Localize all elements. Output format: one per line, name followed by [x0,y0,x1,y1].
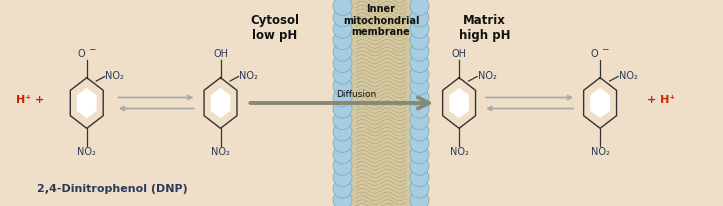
Ellipse shape [333,42,352,61]
Ellipse shape [333,145,352,164]
Ellipse shape [410,133,429,152]
Ellipse shape [410,54,429,73]
Text: NO₂: NO₂ [106,71,124,82]
Ellipse shape [333,111,352,130]
Text: OH: OH [213,49,228,59]
Ellipse shape [333,8,352,27]
Text: + H⁺: + H⁺ [647,95,675,105]
Ellipse shape [410,0,429,15]
Ellipse shape [410,156,429,175]
Text: OH: OH [452,49,466,59]
Text: O: O [77,49,85,59]
Ellipse shape [333,65,352,84]
Text: NO₂: NO₂ [619,71,638,82]
Ellipse shape [410,65,429,84]
Ellipse shape [410,168,429,187]
Polygon shape [210,88,231,118]
Polygon shape [77,88,97,118]
Text: NO₂: NO₂ [239,71,258,82]
Text: NO₂: NO₂ [211,147,230,157]
Ellipse shape [333,122,352,141]
Ellipse shape [410,31,429,50]
Text: NO₂: NO₂ [591,147,609,157]
Text: −: − [87,44,95,54]
Text: Cytosol
low pH: Cytosol low pH [250,14,299,42]
Ellipse shape [410,42,429,61]
Ellipse shape [333,76,352,95]
Text: Inner
mitochondrial
membrane: Inner mitochondrial membrane [343,4,419,37]
Text: NO₂: NO₂ [478,71,497,82]
Ellipse shape [410,88,429,107]
Ellipse shape [333,54,352,73]
Ellipse shape [410,122,429,141]
Ellipse shape [410,8,429,27]
Text: NO₂: NO₂ [450,147,469,157]
Bar [334,0,428,206]
Text: NO₂: NO₂ [77,147,96,157]
Ellipse shape [333,99,352,118]
Ellipse shape [333,19,352,38]
Text: Diffusion: Diffusion [336,90,377,99]
Ellipse shape [333,156,352,175]
Ellipse shape [333,191,352,206]
Ellipse shape [410,99,429,118]
Polygon shape [590,88,610,118]
Text: O: O [591,49,598,59]
Ellipse shape [333,0,352,15]
Ellipse shape [410,19,429,38]
Text: −: − [601,44,609,54]
Ellipse shape [410,191,429,206]
Text: Matrix
high pH: Matrix high pH [458,14,510,42]
Polygon shape [449,88,469,118]
Ellipse shape [333,133,352,152]
Ellipse shape [333,31,352,50]
Ellipse shape [333,179,352,198]
Ellipse shape [333,168,352,187]
Text: H⁺ +: H⁺ + [16,95,44,105]
Ellipse shape [410,111,429,130]
Ellipse shape [410,179,429,198]
Ellipse shape [333,88,352,107]
Text: 2,4-Dinitrophenol (DNP): 2,4-Dinitrophenol (DNP) [37,184,187,194]
Ellipse shape [410,76,429,95]
Ellipse shape [410,145,429,164]
